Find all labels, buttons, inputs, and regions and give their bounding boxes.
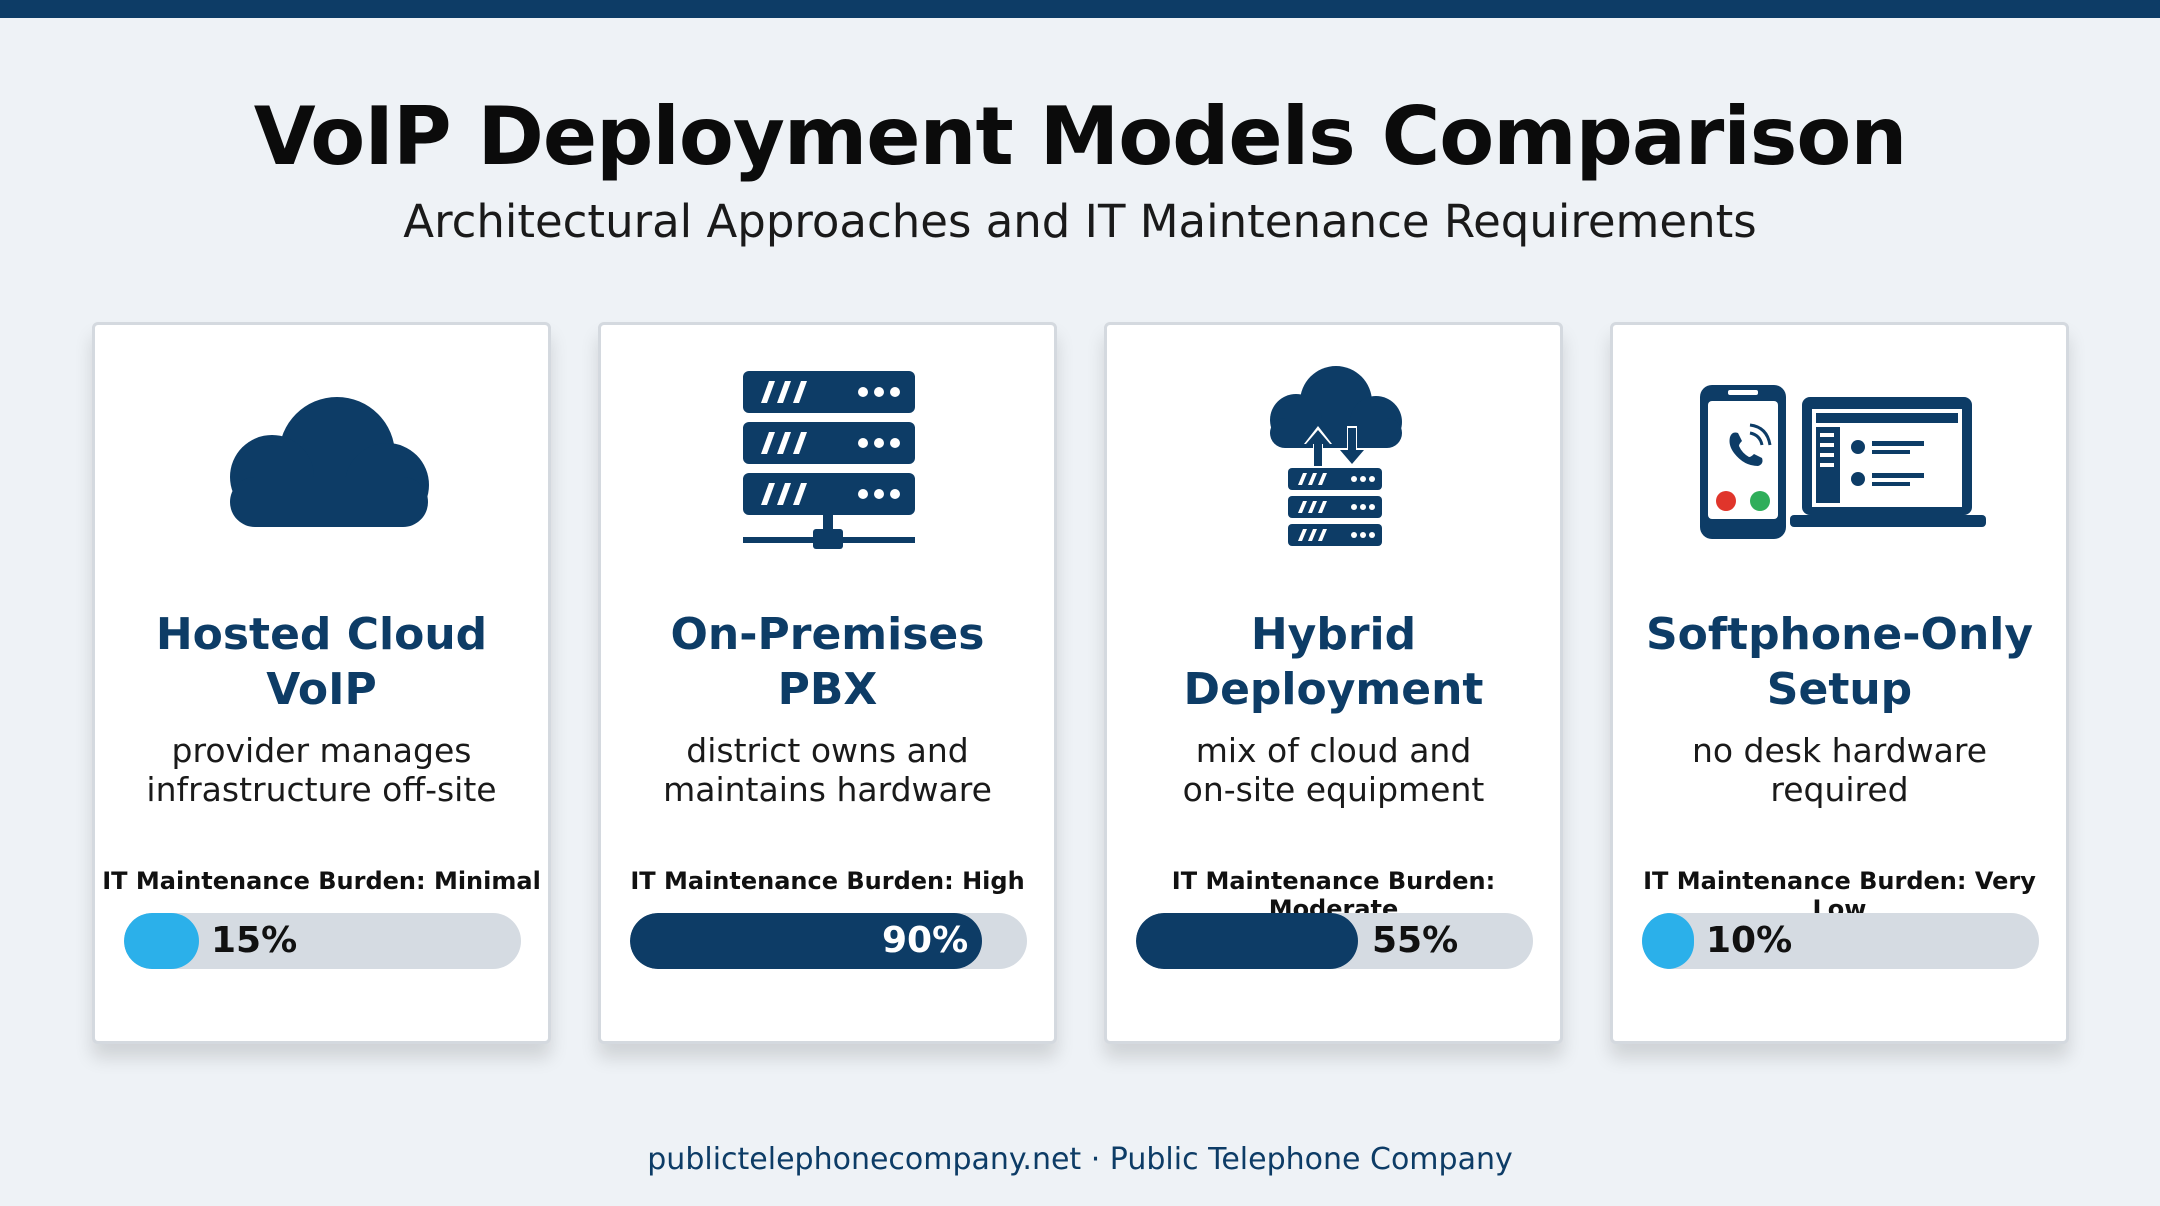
maintenance-burden-label: IT Maintenance Burden: High [630, 867, 1025, 895]
maintenance-burden-label: IT Maintenance Burden: Moderate [1171, 867, 1496, 923]
card-description: provider manages infrastructure off-site [146, 731, 497, 809]
burden-percent: 90% [882, 920, 969, 961]
burden-bar-fill [1642, 913, 1694, 969]
card-title: Hybrid Deployment [1183, 609, 1484, 715]
cloud-icon [95, 365, 548, 555]
top-accent-bar [0, 0, 2160, 18]
burden-percent: 15% [211, 920, 298, 961]
burden-bar-fill [1136, 913, 1358, 969]
card-title: Hosted Cloud VoIP [155, 609, 488, 715]
card-title: Softphone-Only Setup [1645, 609, 2034, 715]
page-title: VoIP Deployment Models Comparison [253, 90, 1908, 183]
card-title: On-Premises PBX [670, 609, 985, 715]
cloud-server-sync-icon [1107, 365, 1560, 555]
card-hosted-cloud-voip: Hosted Cloud VoIP provider manages infra… [92, 322, 551, 1044]
maintenance-burden-bar: 90% [630, 913, 1027, 969]
maintenance-burden-label: IT Maintenance Burden: Very Low [1643, 867, 2036, 923]
burden-percent: 55% [1372, 920, 1459, 961]
maintenance-burden-bar: 55% [1136, 913, 1533, 969]
server-rack-icon [601, 365, 1054, 555]
card-hybrid-deployment: Hybrid Deployment mix of cloud and on-si… [1104, 322, 1563, 1044]
burden-percent: 10% [1706, 920, 1793, 961]
card-softphone-only-setup: Softphone-Only Setup no desk hardware re… [1610, 322, 2069, 1044]
card-on-premises-pbx: On-Premises PBX district owns and mainta… [598, 322, 1057, 1044]
maintenance-burden-bar: 15% [124, 913, 521, 969]
phone-and-laptop-icon [1613, 365, 2066, 555]
card-description: district owns and maintains hardware [663, 731, 992, 809]
burden-bar-fill [630, 913, 982, 969]
card-description: mix of cloud and on-site equipment [1182, 731, 1485, 809]
maintenance-burden-label: IT Maintenance Burden: Minimal [102, 867, 541, 895]
card-description: no desk hardware required [1691, 731, 1988, 809]
burden-bar-fill [124, 913, 199, 969]
maintenance-burden-bar: 10% [1642, 913, 2039, 969]
page-subtitle: Architectural Approaches and IT Maintena… [403, 195, 1757, 248]
footer-attribution: publictelephonecompany.net · Public Tele… [647, 1142, 1513, 1177]
